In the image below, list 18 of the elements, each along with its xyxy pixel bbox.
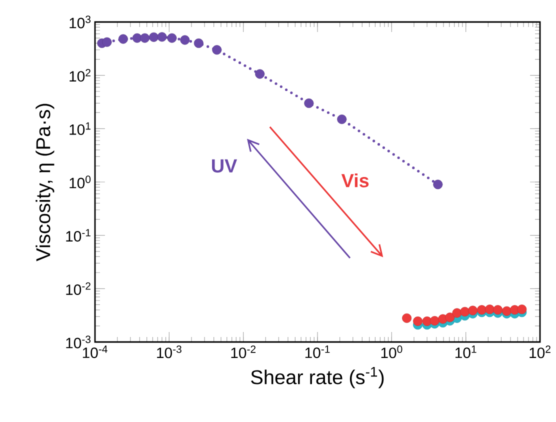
y-tick-label: 10$^{-3}$ — [66, 336, 91, 348]
annotation: UV — [212, 159, 238, 173]
annotation: Vis — [341, 173, 369, 188]
x-tick-label: 10$^{-1}$ — [305, 346, 330, 358]
y-tick-label: 10$^{0}$ — [70, 176, 91, 188]
y-tick-label: 10$^{3}$ — [70, 16, 91, 28]
x-axis-title: Shear rate (s$^{-1}$) — [251, 367, 384, 388]
x-tick-label: 10$^{0}$ — [381, 346, 402, 358]
x-tick-label: 10$^{1}$ — [456, 346, 476, 358]
y-tick-label: 10$^{2}$ — [70, 69, 90, 82]
x-tick-label: 10$^{-3}$ — [157, 346, 182, 358]
y-tick-label: 10$^{1}$ — [70, 122, 90, 135]
x-tick-label: 10$^{2}$ — [530, 346, 550, 358]
x-tick-label: 10$^{-2}$ — [231, 346, 256, 358]
y-axis-title: Viscosity, η (Pa·s) — [36, 104, 54, 262]
y-tick-label: 10$^{-1}$ — [66, 229, 90, 242]
y-tick-label: 10$^{-2}$ — [66, 282, 90, 295]
x-tick-label: 10$^{-4}$ — [82, 346, 108, 358]
